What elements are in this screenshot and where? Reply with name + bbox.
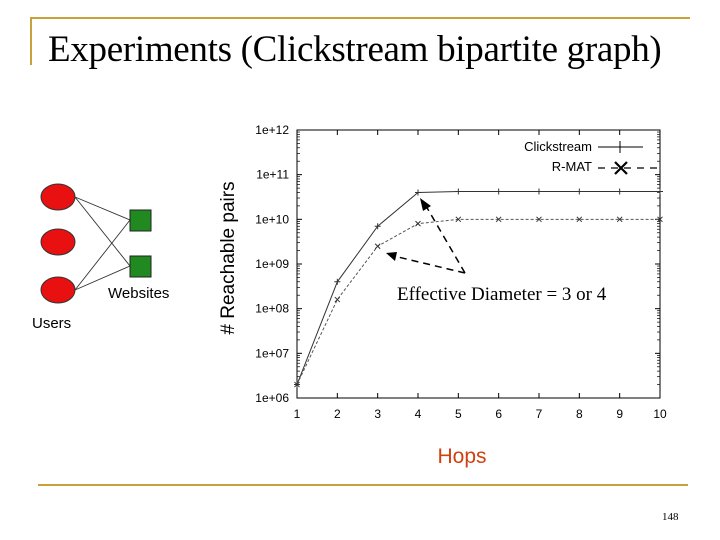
y-tick-label: 1e+08	[255, 302, 289, 316]
data-point-rmat	[536, 216, 542, 223]
x-tick-label: 8	[576, 407, 583, 421]
series-line-rmat	[296, 218, 660, 385]
data-point-rmat	[334, 296, 341, 303]
x-tick-label: 4	[415, 407, 422, 421]
website-node	[129, 209, 152, 232]
data-point-clickstream	[374, 223, 381, 230]
footer-rule	[38, 484, 688, 486]
reachable-pairs-chart: 1e+06 1e+07 1e+08 1e+09 1e+10 1e+11 1e+12 1 2 3 4…	[255, 123, 667, 421]
slide-number: 148	[662, 511, 679, 523]
data-point-clickstream	[495, 188, 502, 195]
legend-marker-rmat	[614, 161, 628, 175]
y-tick-label: 1e+07	[255, 346, 289, 360]
title-rule-left	[30, 17, 32, 65]
plot-frame	[296, 129, 661, 399]
data-point-clickstream	[576, 188, 583, 195]
bipartite-diagram: Websites Users	[32, 183, 169, 332]
user-node	[40, 276, 76, 304]
legend-entry-clickstream: Clickstream	[524, 139, 592, 154]
data-point-rmat	[374, 243, 381, 250]
data-point-clickstream	[334, 278, 341, 285]
user-node	[40, 228, 76, 256]
x-tick-label: 2	[334, 407, 341, 421]
data-point-clickstream	[536, 188, 542, 195]
x-tick-label: 5	[455, 407, 462, 421]
x-axis-label: Hops	[437, 445, 487, 468]
x-tick-label: 9	[616, 407, 623, 421]
users-label: Users	[32, 315, 71, 332]
legend: Clickstream R-MAT	[524, 139, 658, 175]
x-tick-label: 1	[294, 407, 301, 421]
x-ticks: 1 2 3 4 5 6 7 8 9 10	[294, 130, 667, 421]
websites-label: Websites	[108, 285, 169, 302]
edge	[74, 219, 131, 291]
diagram-edges	[74, 196, 131, 291]
y-tick-label: 1e+10	[255, 212, 289, 226]
edge	[74, 196, 131, 267]
y-ticks: 1e+06 1e+07 1e+08 1e+09 1e+10 1e+11 1e+12	[255, 123, 660, 405]
data-point-rmat	[616, 216, 623, 223]
effective-diameter-annotation: Effective Diameter = 3 or 4	[397, 284, 607, 305]
data-point-rmat	[657, 216, 663, 223]
data-point-clickstream	[455, 188, 462, 195]
x-tick-label: 3	[374, 407, 381, 421]
x-tick-label: 10	[653, 407, 667, 421]
y-tick-label: 1e+09	[255, 257, 289, 271]
data-point-rmat	[455, 216, 462, 223]
data-point-rmat	[576, 216, 583, 223]
data-point-clickstream	[415, 189, 421, 196]
data-point-rmat	[415, 220, 421, 227]
website-node	[129, 255, 152, 278]
legend-entry-rmat: R-MAT	[552, 159, 592, 174]
data-point-clickstream	[616, 188, 623, 195]
data-point-rmat	[495, 216, 502, 223]
annotation-arrows	[386, 198, 466, 274]
user-nodes	[40, 183, 76, 304]
title-rule-top	[30, 17, 690, 19]
data-point-rmat	[294, 381, 300, 388]
user-node	[40, 183, 76, 211]
edge	[74, 265, 131, 291]
edge	[74, 196, 131, 221]
y-tick-label: 1e+06	[255, 391, 289, 405]
y-tick-label: 1e+12	[255, 123, 289, 137]
x-tick-label: 6	[495, 407, 502, 421]
x-tick-label: 7	[536, 407, 543, 421]
website-nodes	[129, 209, 152, 278]
data-point-clickstream	[657, 188, 663, 195]
y-tick-label: 1e+11	[256, 168, 289, 182]
series-line-clickstream	[296, 190, 660, 385]
series-lines	[294, 188, 663, 388]
slide-title: Experiments (Clickstream bipartite graph…	[48, 29, 662, 70]
